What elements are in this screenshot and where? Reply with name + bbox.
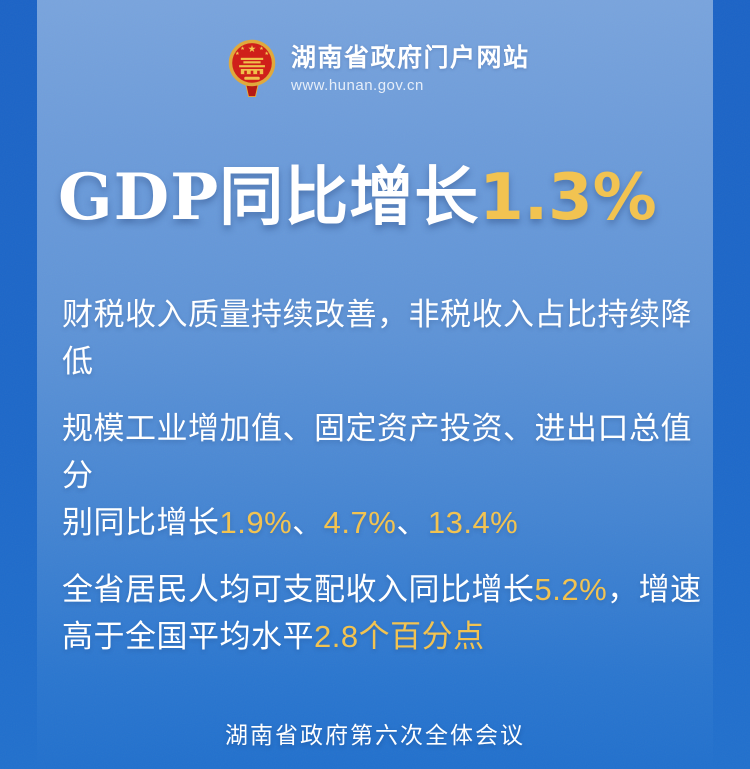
svg-text:★: ★ xyxy=(248,44,257,55)
svg-text:★: ★ xyxy=(235,51,240,57)
headline-gdp-growth: GDP同比增长1.3% xyxy=(58,160,718,236)
site-name: 湖南省政府门户网站 xyxy=(291,44,530,72)
text-segment: 高于全国平均水平 xyxy=(62,619,314,654)
china-national-emblem-icon: ★ ★ ★ ★ ★ xyxy=(228,39,276,97)
svg-text:★: ★ xyxy=(259,46,264,52)
text-segment: 规模工业增加值、固定资产投资、进出口总值分 xyxy=(62,411,692,493)
text-segment: 13.4% xyxy=(427,505,519,540)
text-segment: 别同比增长 xyxy=(62,505,220,540)
site-header: ★ ★ ★ ★ ★ 湖南省政府门户网站 www.hunan.gov.cn xyxy=(0,0,750,110)
text-segment: ，增速 xyxy=(607,572,702,607)
paragraph: 财税收入质量持续改善，非税收入占比持续降低 xyxy=(62,291,707,385)
text-segment: GDP同比增长 xyxy=(58,160,480,235)
text-segment: 1.3% xyxy=(479,161,657,235)
body-paragraphs: 财税收入质量持续改善，非税收入占比持续降低 规模工业增加值、固定资产投资、进出口总… xyxy=(62,291,707,680)
text-segment: 、 xyxy=(292,505,324,540)
text-segment: 全省居民人均可支配收入同比增长 xyxy=(62,572,535,607)
left-edge-band xyxy=(0,0,37,769)
svg-text:★: ★ xyxy=(240,46,245,52)
footer-caption: 湖南省政府第六次全体会议 xyxy=(225,722,525,748)
paragraph: 全省居民人均可支配收入同比增长5.2%，增速高于全国平均水平2.8个百分点 xyxy=(62,566,707,660)
text-segment: 4.7% xyxy=(323,505,397,540)
text-segment: 1.9% xyxy=(219,505,293,540)
site-url: www.hunan.gov.cn xyxy=(291,77,424,94)
text-segment: 2.8个百分点 xyxy=(314,619,485,654)
site-title-block: 湖南省政府门户网站 www.hunan.gov.cn xyxy=(291,44,530,94)
text-segment: 、 xyxy=(396,505,428,540)
text-segment: 5.2% xyxy=(534,572,608,607)
paragraph: 规模工业增加值、固定资产投资、进出口总值分 别同比增长1.9%、4.7%、13.4… xyxy=(62,405,707,546)
text-segment: 财税收入质量持续改善，非税收入占比持续降低 xyxy=(62,297,692,379)
svg-text:★: ★ xyxy=(264,51,269,57)
right-edge-band xyxy=(713,0,750,769)
